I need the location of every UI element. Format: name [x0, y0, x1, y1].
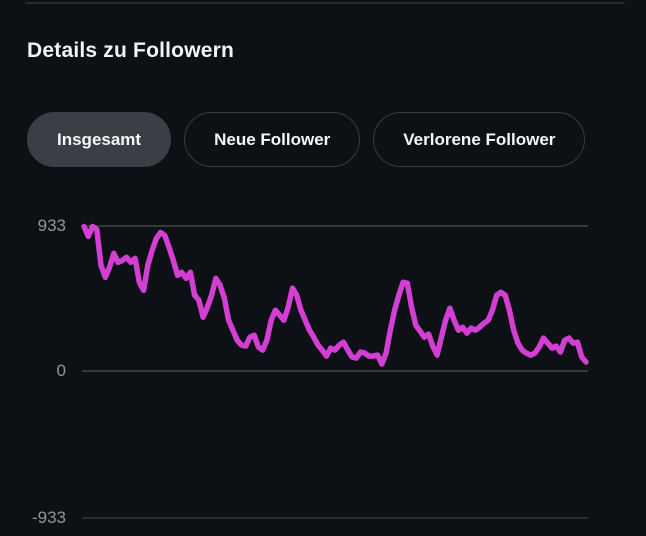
filter-insgesamt[interactable]: Insgesamt	[27, 112, 172, 167]
gridline-0	[82, 370, 588, 372]
gridline-933	[82, 225, 588, 227]
gridline-neg-933	[82, 517, 588, 519]
section-divider	[25, 2, 625, 4]
follower-filter-group: Insgesamt Neue Follower Verlorene Follow…	[27, 112, 586, 167]
y-tick-0: 0	[56, 361, 66, 380]
filter-verlorene-follower[interactable]: Verlorene Follower	[373, 112, 586, 167]
filter-neue-follower[interactable]: Neue Follower	[184, 112, 361, 167]
followers-line	[81, 223, 589, 367]
y-tick-neg-933: -933	[31, 508, 66, 527]
y-tick-933: 933	[37, 216, 66, 235]
page-title: Details zu Followern	[27, 39, 235, 62]
